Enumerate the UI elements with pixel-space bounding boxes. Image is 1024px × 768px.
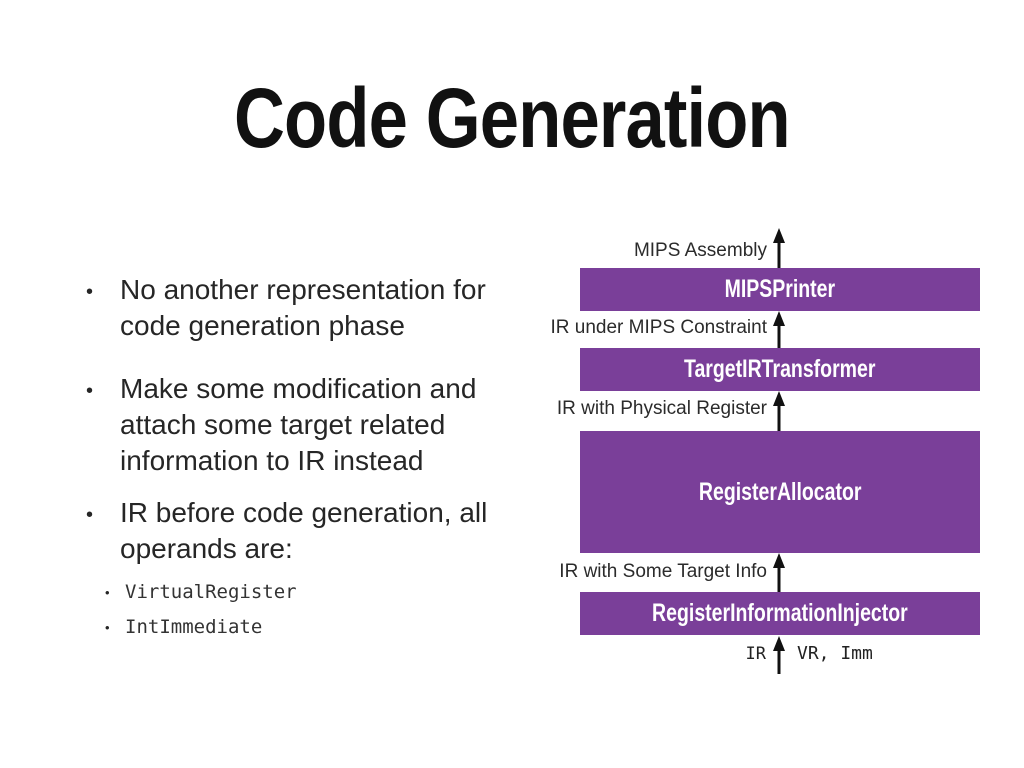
bullet-dot: •	[86, 380, 94, 402]
bullet-item: • No another representation for code gen…	[85, 272, 505, 344]
sub-bullet-label: VirtualRegister	[125, 581, 297, 603]
diagram-box-registerallocator: RegisterAllocator	[580, 431, 980, 553]
up-arrow-icon	[769, 553, 789, 592]
bullet-dot: •	[105, 585, 110, 600]
diagram-box-label: RegisterInformationInjector	[652, 599, 908, 627]
bullet-line: code generation phase	[120, 310, 405, 341]
bullet-line: operands are:	[120, 533, 293, 564]
diagram-box-registerinformationinjector: RegisterInformationInjector	[580, 592, 980, 635]
up-arrow-icon	[769, 228, 789, 268]
diagram-box-label: MIPSPrinter	[724, 275, 836, 303]
flow-label-ir-with-some-target-info: IR with Some Target Info	[559, 561, 767, 582]
sub-bullet-item: • IntImmediate	[85, 610, 505, 645]
bullet-dot: •	[86, 281, 94, 303]
up-arrow-icon	[769, 311, 789, 348]
up-arrow-icon	[769, 636, 789, 674]
bullet-line: IR before code generation, all	[120, 497, 488, 528]
bullet-line: attach some target related	[120, 409, 446, 440]
input-label-vr-imm: VR, Imm	[797, 643, 873, 664]
diagram-box-label: RegisterAllocator	[698, 477, 862, 506]
bullet-item: • IR before code generation, all operand…	[85, 495, 505, 567]
bullet-dot: •	[105, 620, 110, 635]
flow-label-mips-assembly: MIPS Assembly	[633, 240, 767, 261]
flow-label-ir-with-physical-register: IR with Physical Register	[556, 398, 767, 419]
sub-bullet-item: • VirtualRegister	[85, 575, 505, 610]
flow-label-ir-under-mips-constraint: IR under MIPS Constraint	[550, 317, 767, 338]
bullet-item: • Make some modification and attach some…	[85, 371, 505, 479]
bullet-line: No another representation for	[120, 274, 486, 305]
input-label-ir: IR	[745, 644, 766, 664]
bullet-dot: •	[86, 504, 94, 526]
slide-title: Code Generation	[0, 76, 1024, 160]
diagram-box-targetirtransformer: TargetIRTransformer	[580, 348, 980, 391]
diagram-box-mipsprinter: MIPSPrinter	[580, 268, 980, 311]
sub-bullet-label: IntImmediate	[125, 616, 263, 638]
bullet-line: information to IR instead	[120, 445, 424, 476]
bullet-line: Make some modification and	[120, 373, 477, 404]
bullet-list: • No another representation for code gen…	[85, 272, 505, 645]
sub-bullet-list: • VirtualRegister • IntImmediate	[85, 575, 505, 645]
diagram-box-label: TargetIRTransformer	[684, 355, 876, 383]
up-arrow-icon	[769, 391, 789, 431]
slide-title-text: Code Generation	[234, 71, 791, 165]
